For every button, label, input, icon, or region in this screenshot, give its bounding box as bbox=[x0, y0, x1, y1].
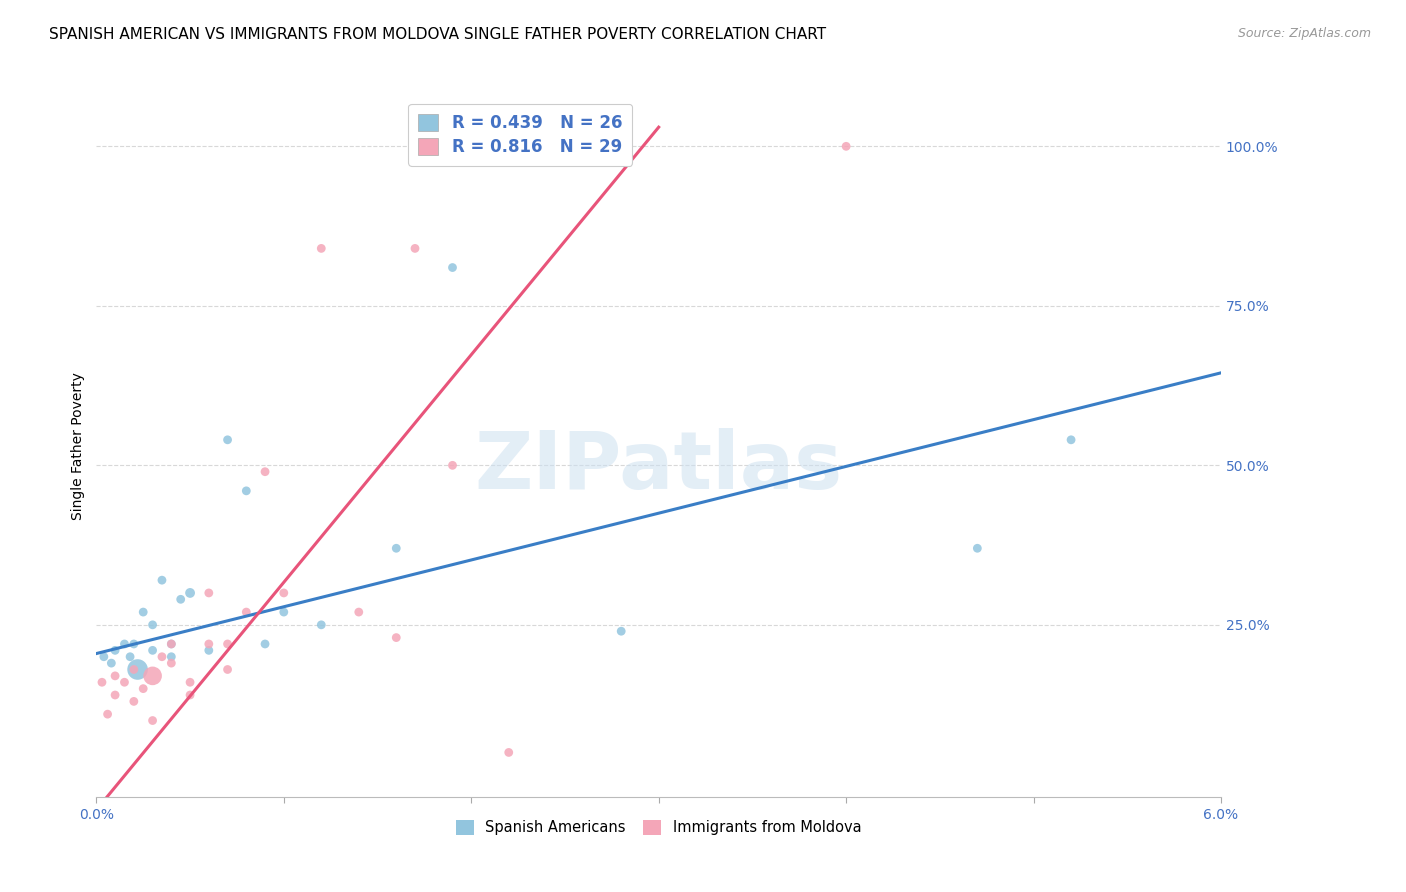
Point bbox=[100, 656, 122, 670]
Point bbox=[104, 669, 127, 683]
Point bbox=[385, 541, 408, 556]
Point bbox=[198, 643, 221, 657]
Point bbox=[132, 605, 155, 619]
Point bbox=[198, 637, 221, 651]
Point bbox=[122, 694, 145, 708]
Point bbox=[160, 637, 183, 651]
Point bbox=[120, 649, 142, 664]
Point bbox=[404, 241, 426, 255]
Point bbox=[104, 688, 127, 702]
Point bbox=[122, 663, 145, 677]
Point bbox=[273, 605, 295, 619]
Point bbox=[160, 637, 183, 651]
Point bbox=[170, 592, 193, 607]
Point bbox=[179, 586, 201, 600]
Point bbox=[273, 586, 295, 600]
Point bbox=[441, 458, 464, 473]
Y-axis label: Single Father Poverty: Single Father Poverty bbox=[72, 372, 86, 520]
Point bbox=[142, 714, 165, 728]
Point bbox=[254, 637, 277, 651]
Point bbox=[441, 260, 464, 275]
Point bbox=[104, 643, 127, 657]
Point bbox=[114, 637, 136, 651]
Point bbox=[142, 617, 165, 632]
Legend: Spanish Americans, Immigrants from Moldova: Spanish Americans, Immigrants from Moldo… bbox=[449, 813, 869, 842]
Point bbox=[198, 586, 221, 600]
Point bbox=[966, 541, 988, 556]
Text: SPANISH AMERICAN VS IMMIGRANTS FROM MOLDOVA SINGLE FATHER POVERTY CORRELATION CH: SPANISH AMERICAN VS IMMIGRANTS FROM MOLD… bbox=[49, 27, 827, 42]
Point bbox=[160, 649, 183, 664]
Point bbox=[93, 649, 115, 664]
Point bbox=[127, 663, 149, 677]
Point bbox=[217, 637, 239, 651]
Text: ZIPatlas: ZIPatlas bbox=[475, 428, 842, 507]
Point bbox=[347, 605, 370, 619]
Point bbox=[160, 656, 183, 670]
Point bbox=[132, 681, 155, 696]
Point bbox=[122, 637, 145, 651]
Point bbox=[311, 617, 333, 632]
Point bbox=[150, 573, 173, 587]
Point bbox=[311, 241, 333, 255]
Point bbox=[610, 624, 633, 639]
Point bbox=[254, 465, 277, 479]
Point bbox=[1060, 433, 1083, 447]
Point bbox=[91, 675, 114, 690]
Point bbox=[142, 669, 165, 683]
Point bbox=[150, 649, 173, 664]
Point bbox=[179, 675, 201, 690]
Point bbox=[114, 675, 136, 690]
Point bbox=[385, 631, 408, 645]
Text: Source: ZipAtlas.com: Source: ZipAtlas.com bbox=[1237, 27, 1371, 40]
Point bbox=[179, 688, 201, 702]
Point bbox=[235, 483, 257, 498]
Point bbox=[142, 643, 165, 657]
Point bbox=[217, 433, 239, 447]
Point bbox=[498, 746, 520, 760]
Point bbox=[217, 663, 239, 677]
Point bbox=[835, 139, 858, 153]
Point bbox=[235, 605, 257, 619]
Point bbox=[97, 707, 120, 722]
